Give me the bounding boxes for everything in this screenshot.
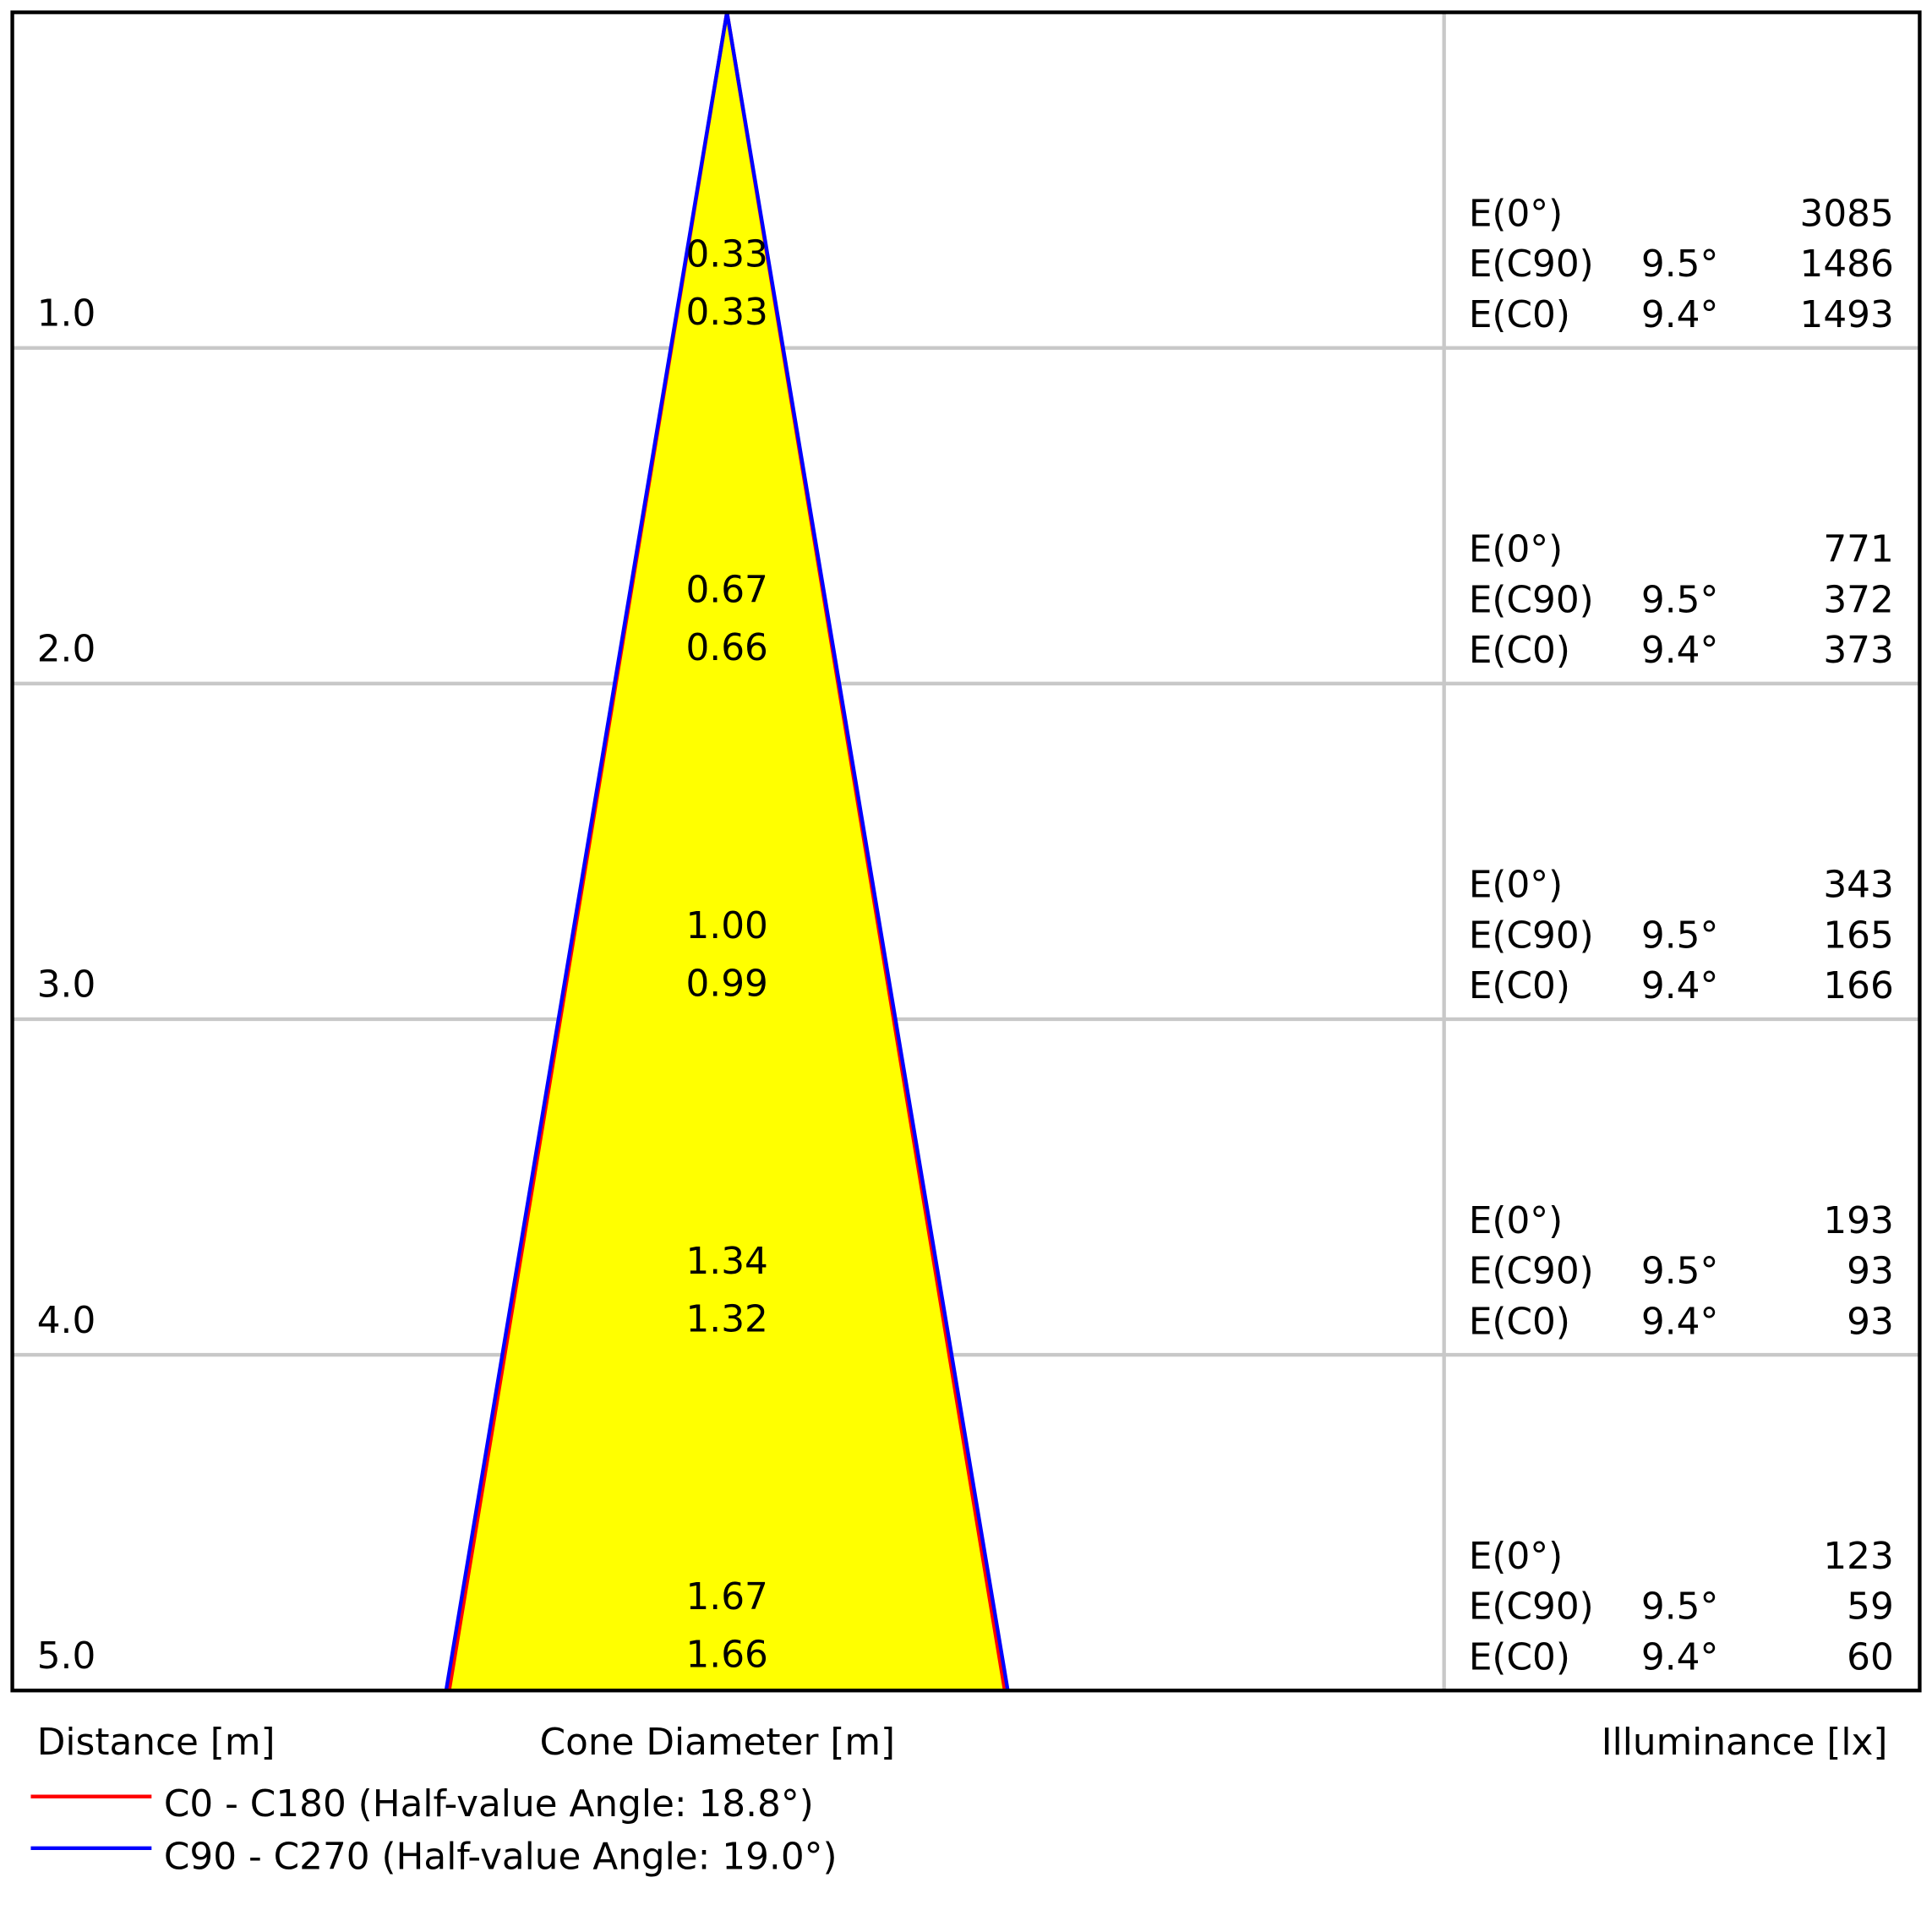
ec90-label: E(C90) [1469, 243, 1594, 286]
ec90-angle: 9.5° [1641, 914, 1718, 957]
ec90-angle: 9.5° [1641, 243, 1718, 286]
ec90-value: 93 [1847, 1250, 1894, 1293]
chart-frame [10, 10, 1922, 1693]
ec0-angle: 9.4° [1641, 293, 1718, 336]
diameter-label-c90: 1.34 [685, 1240, 767, 1283]
axis-label-illuminance: Illuminance [lx] [1602, 1721, 1888, 1764]
ec0-label: E(C0) [1469, 1635, 1570, 1678]
cone-fill [449, 12, 1005, 1691]
ec0-angle: 9.4° [1641, 629, 1718, 672]
ec90-value: 59 [1847, 1585, 1894, 1629]
e0-value: 3085 [1800, 192, 1894, 235]
distance-tick-label: 4.0 [37, 1299, 96, 1342]
e0-value: 193 [1823, 1199, 1893, 1242]
axis-label-distance: Distance [m] [37, 1721, 276, 1764]
ec90-value: 1486 [1800, 243, 1894, 286]
diameter-label-c0: 0.33 [685, 291, 767, 334]
ec90-angle: 9.5° [1641, 1585, 1718, 1629]
legend-label-c90: C90 - C270 (Half-value Angle: 19.0°) [164, 1836, 838, 1879]
ec90-label: E(C90) [1469, 1585, 1594, 1629]
ec0-angle: 9.4° [1641, 1635, 1718, 1678]
diameter-label-c0: 0.66 [685, 626, 767, 669]
distance-tick-label: 3.0 [37, 963, 96, 1007]
ec90-label: E(C90) [1469, 1250, 1594, 1293]
ec0-angle: 9.4° [1641, 1300, 1718, 1343]
diameter-label-c90: 1.67 [685, 1575, 767, 1618]
e0-value: 123 [1823, 1535, 1893, 1578]
distance-tick-label: 1.0 [37, 292, 96, 335]
e0-value: 771 [1823, 528, 1893, 571]
e0-label: E(0°) [1469, 192, 1563, 235]
diameter-label-c90: 0.67 [685, 569, 767, 612]
distance-tick-label: 2.0 [37, 628, 96, 671]
e0-label: E(0°) [1469, 1199, 1563, 1242]
ec0-label: E(C0) [1469, 964, 1570, 1007]
ec90-angle: 9.5° [1641, 578, 1718, 621]
e0-label: E(0°) [1469, 528, 1563, 571]
ec0-value: 93 [1847, 1300, 1894, 1343]
diameter-label-c90: 1.00 [685, 904, 767, 947]
ec90-value: 372 [1823, 578, 1893, 621]
diameter-label-c90: 0.33 [685, 232, 767, 276]
e0-value: 343 [1823, 864, 1893, 907]
e0-label: E(0°) [1469, 864, 1563, 907]
ec90-label: E(C90) [1469, 578, 1594, 621]
ec0-value: 166 [1823, 964, 1893, 1007]
e0-label: E(0°) [1469, 1535, 1563, 1578]
ec0-value: 60 [1847, 1635, 1894, 1678]
ec90-label: E(C90) [1469, 914, 1594, 957]
distance-tick-label: 5.0 [37, 1635, 96, 1678]
ec90-value: 165 [1823, 914, 1893, 957]
ec0-label: E(C0) [1469, 1300, 1570, 1343]
ec0-label: E(C0) [1469, 293, 1570, 336]
diameter-label-c0: 1.66 [685, 1634, 767, 1677]
legend-label-c0: C0 - C180 (Half-value Angle: 18.8°) [164, 1782, 814, 1826]
axis-label-diameter: Cone Diameter [m] [540, 1721, 895, 1764]
ec0-label: E(C0) [1469, 629, 1570, 672]
ec0-angle: 9.4° [1641, 964, 1718, 1007]
ec0-value: 373 [1823, 629, 1893, 672]
ec0-value: 1493 [1800, 293, 1894, 336]
diameter-label-c0: 0.99 [685, 962, 767, 1005]
ec90-angle: 9.5° [1641, 1250, 1718, 1293]
diameter-label-c0: 1.32 [685, 1297, 767, 1340]
